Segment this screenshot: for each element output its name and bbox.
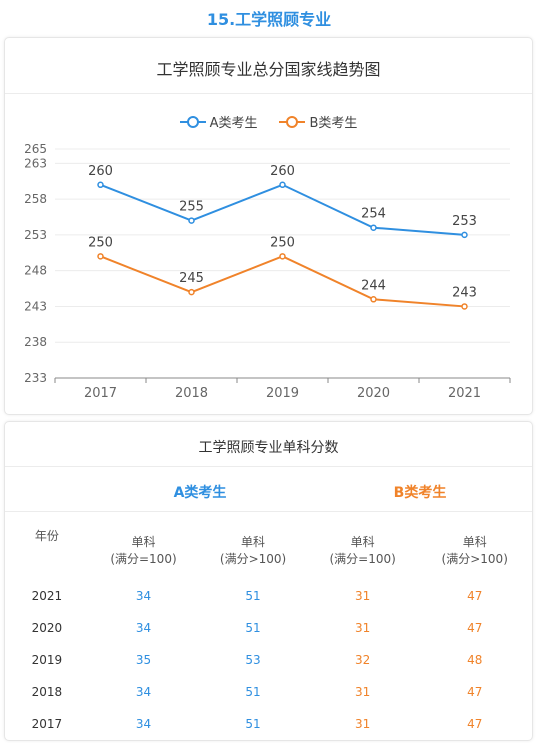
x-tick-label: 2017: [84, 386, 117, 401]
cell-b2: 48: [467, 653, 483, 667]
x-tick-label: 2018: [175, 386, 208, 401]
data-label: 244: [361, 278, 386, 293]
data-point: [370, 224, 377, 231]
legend-swatch-b: [279, 115, 306, 128]
cell-b1: 32: [354, 653, 371, 667]
y-tick-label: 263: [24, 156, 47, 170]
cell-b1: 31: [354, 589, 371, 603]
y-tick-label: 265: [24, 142, 47, 156]
x-tick-label: 2021: [448, 386, 481, 401]
x-tick-label: 2020: [357, 386, 390, 401]
cell-a2: 53: [245, 653, 261, 667]
data-point: [97, 253, 104, 260]
cell-a1: 34: [135, 621, 152, 635]
header-a1-line2: (满分=100): [110, 552, 177, 566]
score-table: 年份 单科 (满分=100) 单科 (满分>100) 单科 (满分=100) 单科 (满…: [5, 522, 532, 740]
data-label: 253: [452, 214, 477, 229]
y-tick-label: 233: [24, 371, 47, 385]
chart-legend: A类考生 B类考生: [5, 112, 532, 131]
chart-card: 工学照顾专业总分国家线趋势图 A类考生 B类考生 233 238 243 248 253…: [4, 37, 533, 415]
data-point: [370, 296, 377, 303]
data-point: [97, 181, 104, 189]
data-point: [461, 303, 468, 310]
header-b1-line2: (满分=100): [329, 552, 396, 566]
data-point: [188, 217, 195, 224]
series-line-a: [100, 183, 465, 236]
table-row: 2017 34 51 31 47: [5, 708, 532, 740]
header-year: 年份: [34, 529, 59, 543]
y-tick-label: 253: [24, 228, 47, 242]
score-table-card: 工学照顾专业单科分数 A类考生 B类考生 年份 单科 (满分=100) 单科 (满分…: [4, 421, 533, 741]
cell-b2: 47: [467, 621, 483, 635]
chart-title-divider: [5, 93, 532, 94]
cell-b1: 31: [354, 685, 371, 699]
header-b2-line2: (满分>100): [441, 552, 508, 566]
cell-b2: 47: [467, 589, 483, 603]
data-point: [279, 253, 286, 260]
cell-year: 2020: [31, 621, 63, 635]
data-label: 254: [361, 207, 386, 222]
chart-title: 工学照顾专业总分国家线趋势图: [156, 60, 381, 79]
data-label: 260: [270, 164, 295, 179]
cell-a1: 34: [135, 589, 152, 603]
cell-year: 2017: [31, 717, 63, 731]
table-row: 2021 34 51 31 47: [5, 580, 532, 612]
page-title: 15.工学照顾专业: [206, 10, 332, 29]
cell-year: 2018: [31, 685, 63, 699]
header-a2-line2: (满分>100): [219, 552, 287, 566]
cell-a1: 34: [135, 685, 152, 699]
cell-b2: 47: [467, 717, 483, 731]
group-a-label: A类考生: [173, 485, 227, 501]
cell-a2: 51: [245, 621, 261, 635]
cell-a2: 51: [245, 589, 261, 603]
cell-b1: 31: [354, 717, 371, 731]
cell-year: 2019: [31, 653, 63, 667]
y-tick-label: 258: [24, 192, 47, 206]
header-b-single-gt: 单科 (满分>100): [417, 522, 532, 580]
legend-item-b[interactable]: B类考生: [279, 112, 357, 131]
data-label: 245: [179, 271, 204, 286]
y-tick-label: 243: [24, 299, 47, 313]
cell-a1: 35: [135, 653, 152, 667]
cell-a2: 51: [245, 717, 261, 731]
table-row: 2018 34 51 31 47: [5, 676, 532, 708]
data-label: 243: [452, 285, 477, 300]
cell-b2: 47: [467, 685, 483, 699]
data-label: 255: [179, 200, 204, 215]
y-tick-label: 248: [24, 264, 47, 278]
data-point: [461, 231, 468, 239]
header-a2-line1: 单科: [241, 535, 266, 549]
y-tick-label: 238: [24, 335, 47, 349]
header-b2-line1: 单科: [462, 535, 487, 549]
table-header-row: 年份 单科 (满分=100) 单科 (满分>100) 单科 (满分=100) 单科 (满…: [5, 522, 532, 580]
legend-label-b: B类考生: [309, 116, 358, 131]
header-b-single-eq: 单科 (满分=100): [308, 522, 418, 580]
header-a-single-eq: 单科 (满分=100): [89, 522, 199, 580]
cell-a1: 34: [135, 717, 152, 731]
data-label: 250: [88, 235, 113, 250]
header-b1-line1: 单科: [350, 535, 375, 549]
cell-b1: 31: [354, 621, 371, 635]
cell-a2: 51: [245, 685, 261, 699]
data-point: [188, 288, 195, 296]
data-point: [279, 181, 286, 189]
group-b-label: B类考生: [393, 485, 447, 501]
header-a1-line1: 单科: [131, 535, 156, 549]
legend-label-a: A类考生: [209, 116, 258, 131]
table-title: 工学照顾专业单科分数: [198, 440, 339, 456]
header-a-single-gt: 单科 (满分>100): [198, 522, 308, 580]
data-label: 250: [270, 235, 295, 250]
cell-year: 2021: [31, 589, 63, 603]
group-divider: [5, 511, 532, 512]
table-row: 2019 35 53 32 48: [5, 644, 532, 676]
table-row: 2020 34 51 31 47: [5, 612, 532, 644]
series-line-b: [100, 255, 465, 308]
legend-item-a[interactable]: A类考生: [179, 112, 258, 131]
x-tick-label: 2019: [266, 386, 299, 401]
legend-swatch-a: [179, 115, 206, 128]
data-label: 260: [88, 164, 113, 179]
table-title-divider: [5, 466, 532, 467]
